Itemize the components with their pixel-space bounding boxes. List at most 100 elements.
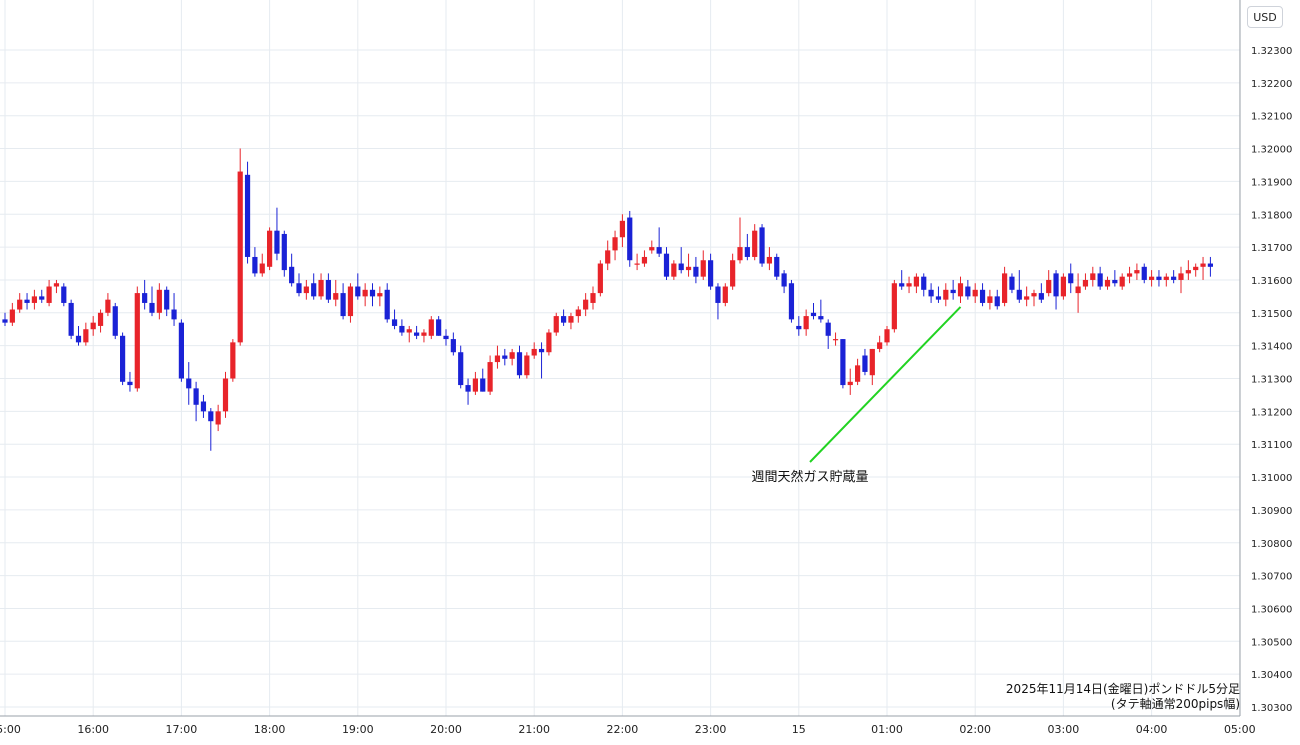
x-tick-label: 02:00	[959, 723, 991, 736]
candle-body	[862, 355, 868, 372]
candle-body	[1156, 276, 1162, 280]
candle-body	[325, 279, 331, 300]
candle-body	[1141, 266, 1147, 280]
candle	[649, 240, 655, 254]
candle-body	[1119, 276, 1125, 287]
candle-body	[347, 286, 354, 317]
candle-body	[943, 289, 949, 300]
info-line-2: (タテ軸通常200pips幅)	[1111, 696, 1240, 711]
candle	[274, 207, 280, 261]
candle	[186, 362, 192, 405]
candle	[979, 283, 986, 307]
candle-body	[127, 381, 133, 386]
candle-body	[494, 355, 501, 363]
candle-body	[840, 339, 846, 386]
y-tick-label: 1.31900	[1251, 177, 1292, 188]
candle-body	[774, 256, 780, 277]
candle	[759, 224, 765, 267]
candle-body	[1097, 273, 1103, 287]
candle-body	[921, 276, 927, 290]
candle	[906, 276, 912, 294]
x-tick-label: 15	[792, 723, 806, 736]
x-tick-label: 04:00	[1136, 723, 1168, 736]
candle	[832, 332, 839, 346]
candle-body	[31, 296, 37, 303]
candle	[641, 250, 648, 267]
candle	[244, 161, 251, 264]
candle	[950, 279, 956, 300]
candle	[193, 381, 199, 422]
candle	[634, 253, 640, 271]
candle	[1031, 289, 1037, 307]
candle-body	[208, 411, 214, 422]
candle	[516, 345, 523, 379]
candle-body	[832, 339, 839, 341]
candle	[156, 283, 162, 320]
candle-body	[899, 283, 905, 287]
y-tick-label: 1.31700	[1251, 243, 1292, 254]
y-tick-label: 1.31600	[1251, 276, 1292, 287]
candle-body	[678, 263, 684, 271]
candle	[90, 316, 96, 336]
candle	[605, 240, 611, 271]
candle-body	[237, 171, 243, 343]
candle	[781, 270, 787, 294]
candle	[855, 358, 861, 386]
candle-body	[979, 289, 986, 303]
candle-body	[531, 348, 537, 356]
candle	[891, 279, 897, 333]
candle	[597, 260, 603, 297]
candle	[1097, 266, 1103, 290]
candle	[1185, 260, 1191, 280]
candle	[1134, 263, 1140, 280]
candle-body	[230, 342, 236, 379]
candle-body	[1046, 279, 1052, 294]
candle	[994, 289, 1000, 310]
candle-body	[340, 293, 346, 317]
x-tick-label: 16:00	[77, 723, 109, 736]
candle-body	[53, 283, 60, 287]
candle-body	[244, 174, 251, 257]
candle-body	[105, 299, 111, 313]
candle	[531, 342, 537, 359]
candle-body	[825, 322, 831, 336]
candle	[443, 329, 449, 346]
candle-body	[766, 256, 772, 264]
candle	[142, 279, 148, 310]
candle	[406, 325, 412, 343]
candle-body	[855, 365, 861, 382]
candle	[487, 355, 493, 395]
candle-body	[708, 260, 714, 287]
candle	[149, 286, 155, 317]
x-tick-label: 18:00	[254, 723, 286, 736]
candle	[237, 148, 243, 346]
x-tick-label: 19:00	[342, 723, 374, 736]
candle	[127, 371, 133, 392]
candle	[1060, 273, 1066, 300]
candle	[97, 309, 104, 333]
candle-body	[994, 296, 1000, 307]
annotation-line	[809, 306, 962, 463]
candle	[178, 319, 184, 382]
candle	[774, 253, 780, 280]
candle-body	[414, 332, 420, 336]
currency-badge[interactable]: USD	[1247, 6, 1283, 28]
candle	[553, 312, 559, 336]
candle	[1193, 263, 1199, 277]
candle	[538, 342, 545, 379]
candle	[296, 273, 302, 297]
candle	[884, 325, 890, 346]
candle	[208, 408, 214, 451]
candle-body	[1185, 270, 1191, 274]
candle-body	[597, 263, 603, 294]
candle-body	[289, 266, 295, 284]
chart-grid	[0, 0, 1241, 716]
candle-body	[663, 253, 670, 277]
candle-body	[384, 289, 390, 320]
candle	[436, 316, 442, 336]
candle-body	[391, 319, 398, 326]
candle-body	[156, 289, 162, 313]
candle-body	[730, 260, 736, 287]
